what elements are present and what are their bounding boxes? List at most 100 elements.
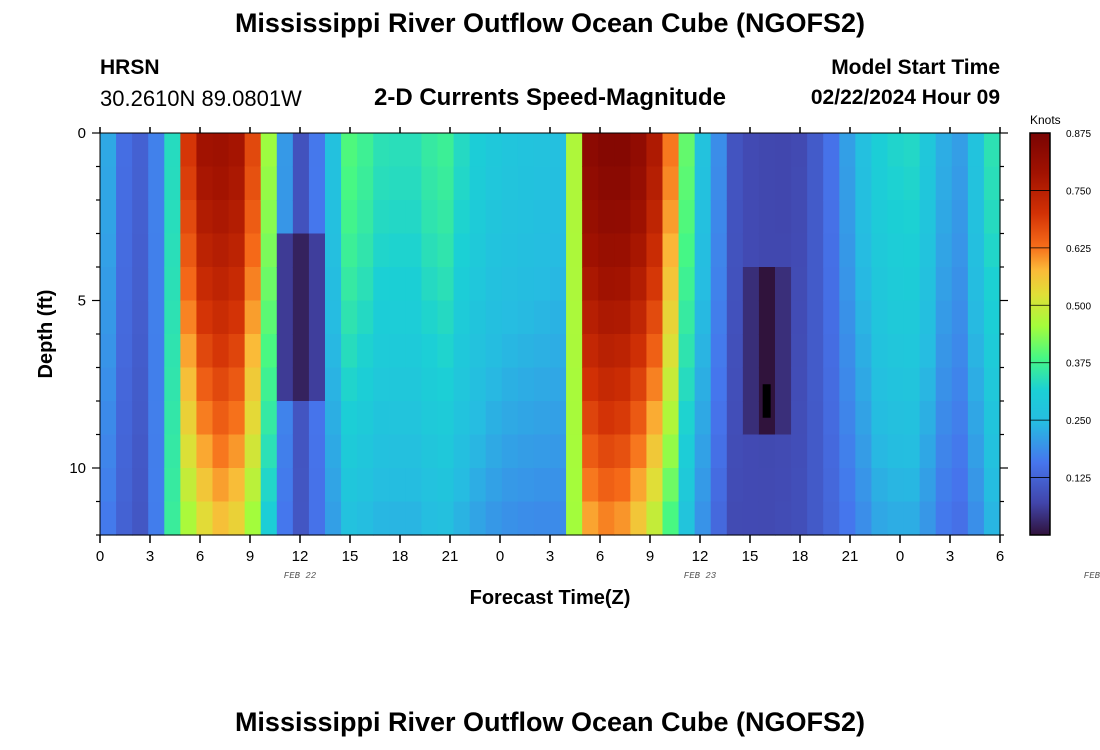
heatmap-cell: [550, 334, 567, 369]
heatmap-cell: [325, 300, 342, 335]
heatmap-cell: [533, 133, 551, 168]
heatmap-cell: [469, 501, 487, 536]
heatmap-cell: [662, 401, 680, 436]
heatmap-cell: [421, 300, 439, 335]
heatmap-cell: [983, 300, 1001, 335]
heatmap-cell: [164, 300, 181, 335]
heatmap-cell: [212, 334, 230, 369]
heatmap-cell: [373, 468, 390, 503]
heatmap-cell: [871, 367, 889, 402]
heatmap-cell: [485, 133, 503, 168]
heatmap-cell: [742, 501, 760, 536]
heatmap-cell: [132, 367, 149, 402]
heatmap-cell: [967, 367, 985, 402]
heatmap-cell: [758, 501, 776, 536]
heatmap-cell: [566, 468, 583, 503]
heatmap-cell: [533, 166, 551, 201]
colorbar-ramp: [1029, 132, 1051, 536]
heatmap-cell: [694, 267, 712, 302]
heatmap-cell: [453, 267, 471, 302]
heatmap-cell: [775, 133, 792, 168]
heatmap-cell: [308, 200, 326, 235]
heatmap-cell: [196, 501, 214, 536]
heatmap-cell: [469, 434, 487, 469]
heatmap-cell: [453, 300, 471, 335]
heatmap-cell: [389, 166, 406, 201]
heatmap-cell: [678, 468, 696, 503]
heatmap-cell: [308, 334, 326, 369]
heatmap-cell: [148, 267, 165, 302]
heatmap-cell: [357, 166, 374, 201]
heatmap-cell: [807, 300, 824, 335]
heatmap-cell: [421, 367, 439, 402]
heatmap-cell: [132, 468, 149, 503]
heatmap-cell: [180, 334, 198, 369]
heatmap-cell: [694, 166, 712, 201]
heatmap-cell: [405, 468, 423, 503]
date-label: FEB 24: [1084, 571, 1100, 581]
heatmap-cell: [582, 501, 599, 536]
heatmap-cell: [935, 267, 953, 302]
heatmap-cell: [341, 133, 358, 168]
heatmap-cell: [485, 300, 503, 335]
heatmap-cell: [357, 267, 374, 302]
heatmap-cell: [501, 334, 519, 369]
heatmap-cell: [308, 233, 326, 268]
heatmap-cell: [260, 434, 278, 469]
heatmap-cell: [341, 166, 358, 201]
heatmap-cell: [180, 200, 198, 235]
model-start-time: 02/22/2024 Hour 09: [810, 86, 1000, 109]
heatmap-cell: [405, 133, 423, 168]
footer-title: Mississippi River Outflow Ocean Cube (NG…: [234, 707, 866, 737]
heatmap-cell: [100, 334, 117, 369]
heatmap-cell: [389, 367, 406, 402]
heatmap-cell: [694, 401, 712, 436]
heatmap-cell: [839, 367, 856, 402]
heatmap-cell: [871, 501, 889, 536]
heatmap-cell: [132, 300, 149, 335]
heatmap-cell: [791, 200, 808, 235]
heatmap-cell: [871, 434, 889, 469]
heatmap-cell: [148, 501, 165, 536]
heatmap-cell: [775, 200, 792, 235]
heatmap-cell: [935, 334, 953, 369]
heatmap-cell: [919, 367, 937, 402]
heatmap-cell: [967, 166, 985, 201]
heatmap-cell: [196, 166, 214, 201]
heatmap-cell: [630, 334, 648, 369]
heatmap-cell: [100, 166, 117, 201]
heatmap-cell: [582, 267, 599, 302]
heatmap-cell: [791, 233, 808, 268]
heatmap-cell: [164, 166, 181, 201]
heatmap-cell: [887, 334, 905, 369]
x-tick-label: 3: [146, 548, 154, 565]
heatmap-cell: [389, 200, 406, 235]
heatmap-cell: [726, 401, 744, 436]
heatmap-cell: [662, 267, 680, 302]
heatmap-cell: [276, 501, 294, 536]
heatmap-cell: [228, 166, 246, 201]
heatmap-cell: [646, 133, 664, 168]
heatmap-cell: [951, 468, 969, 503]
heatmap-cell: [646, 334, 664, 369]
x-tick-label: 9: [246, 548, 254, 565]
heatmap-cell: [967, 267, 985, 302]
heatmap-cell: [550, 300, 567, 335]
minimum-speed-marker: [762, 384, 771, 418]
heatmap-cell: [132, 133, 149, 168]
heatmap-cell: [678, 434, 696, 469]
heatmap-cell: [742, 367, 760, 402]
heatmap-cell: [421, 166, 439, 201]
heatmap-cell: [100, 434, 117, 469]
heatmap-cell: [807, 200, 824, 235]
heatmap-cell: [983, 233, 1001, 268]
y-tick-label: 0: [78, 125, 86, 142]
heatmap-cell: [437, 267, 455, 302]
heatmap-cell: [453, 401, 471, 436]
heatmap-cell: [212, 233, 230, 268]
heatmap-cell: [405, 501, 423, 536]
x-tick-label: 21: [842, 548, 859, 565]
heatmap-cell: [791, 166, 808, 201]
heatmap-cell: [983, 267, 1001, 302]
heatmap-cell: [582, 367, 599, 402]
